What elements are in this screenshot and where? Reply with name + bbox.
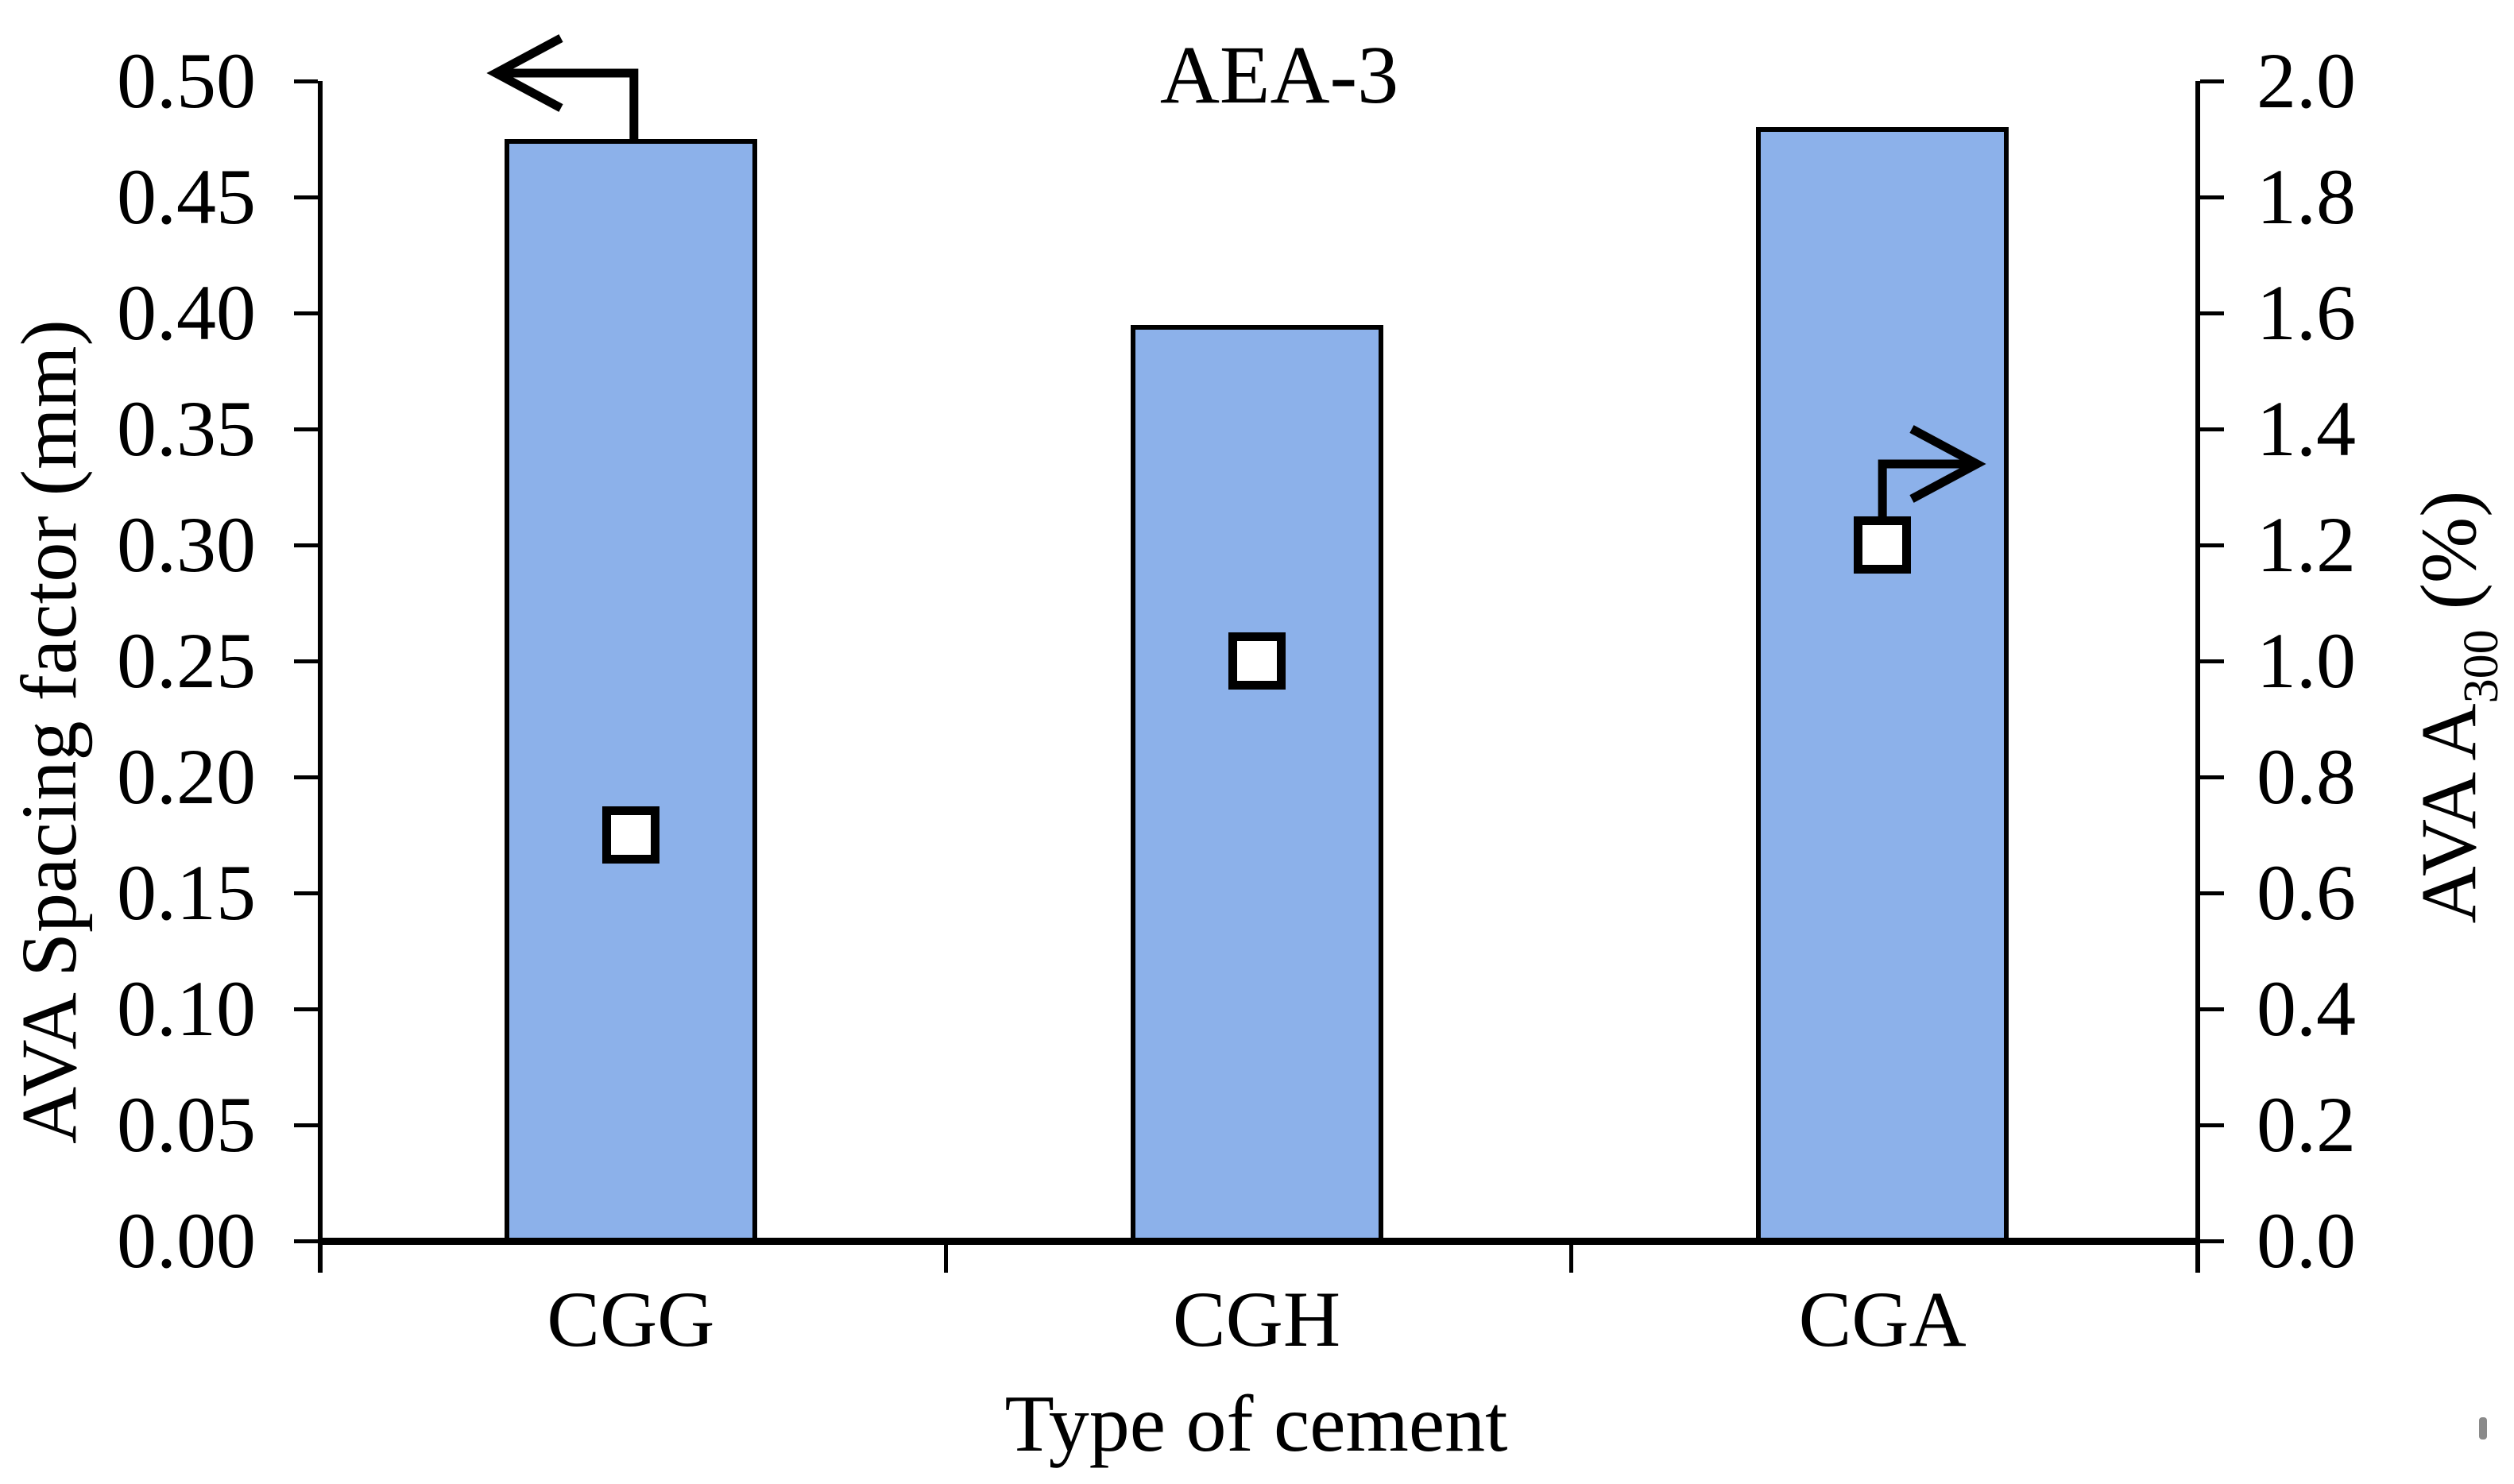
data-marker-cgg bbox=[601, 806, 659, 864]
stray-mark bbox=[2479, 1417, 2487, 1440]
left-axis-tick-label: 0.45 bbox=[117, 153, 256, 241]
right-axis-tick bbox=[2200, 311, 2224, 315]
left-axis-tick bbox=[294, 311, 318, 315]
left-axis-tick bbox=[294, 659, 318, 663]
category-label-cgg: CGG bbox=[547, 1275, 715, 1363]
right-axis-tick bbox=[2200, 659, 2224, 663]
category-label-cga: CGA bbox=[1798, 1275, 1967, 1363]
left-axis-tick bbox=[294, 79, 318, 83]
left-axis-tick-label: 0.25 bbox=[117, 616, 256, 705]
right-axis-tick-label: 1.4 bbox=[2257, 385, 2356, 473]
left-axis-tick bbox=[294, 543, 318, 547]
right-axis-tick-label: 0.2 bbox=[2257, 1080, 2356, 1169]
right-axis-tick bbox=[2200, 1239, 2224, 1243]
bar-cga bbox=[1756, 127, 2009, 1245]
left-axis-tick-label: 0.15 bbox=[117, 848, 256, 937]
chart-title: AEA-3 bbox=[1159, 29, 1399, 121]
right-axis-tick bbox=[2200, 775, 2224, 779]
left-axis-tick bbox=[294, 891, 318, 895]
left-axis-tick bbox=[294, 1007, 318, 1011]
data-marker-cga bbox=[1854, 516, 1912, 574]
right-axis-tick-label: 2.0 bbox=[2257, 37, 2356, 125]
left-axis-tick-label: 0.20 bbox=[117, 732, 256, 821]
right-axis-spine bbox=[2195, 81, 2200, 1273]
bar-cgh bbox=[1130, 324, 1383, 1245]
x-axis-line bbox=[318, 1237, 2200, 1245]
right-axis-tick-label: 1.2 bbox=[2257, 500, 2356, 589]
left-axis-tick bbox=[294, 195, 318, 199]
right-axis-tick-label: 1.0 bbox=[2257, 616, 2356, 705]
right-axis-tick bbox=[2200, 1123, 2224, 1127]
x-axis-tick bbox=[1569, 1241, 1574, 1273]
left-axis-tick bbox=[294, 1123, 318, 1127]
right-axis-tick bbox=[2200, 543, 2224, 547]
right-axis-tick bbox=[2200, 891, 2224, 895]
left-axis-tick-label: 0.10 bbox=[117, 964, 256, 1053]
left-axis-tick bbox=[294, 775, 318, 779]
left-axis-tick-label: 0.00 bbox=[117, 1196, 256, 1285]
right-axis-tick bbox=[2200, 79, 2224, 83]
right-axis-tick-label: 0.6 bbox=[2257, 848, 2356, 937]
x-axis-title: Type of cement bbox=[1004, 1379, 1508, 1469]
category-label-cgh: CGH bbox=[1172, 1275, 1341, 1363]
left-axis-tick-label: 0.50 bbox=[117, 37, 256, 125]
left-axis-tick-label: 0.30 bbox=[117, 500, 256, 589]
right-axis-tick bbox=[2200, 1007, 2224, 1011]
right-axis-tick bbox=[2200, 427, 2224, 431]
right-axis-tick-label: 0.4 bbox=[2257, 964, 2356, 1053]
data-marker-cgh bbox=[1228, 632, 1286, 690]
x-axis-tick bbox=[318, 1241, 322, 1273]
left-axis-tick-label: 0.35 bbox=[117, 385, 256, 473]
left-axis-spine bbox=[318, 81, 323, 1273]
bar-cgg bbox=[504, 139, 757, 1245]
right-axis-tick-label: 1.8 bbox=[2257, 153, 2356, 241]
left-axis-tick bbox=[294, 1239, 318, 1243]
right-axis-tick-label: 1.6 bbox=[2257, 269, 2356, 357]
x-axis-tick bbox=[2195, 1241, 2199, 1273]
right-axis-tick-label: 0.8 bbox=[2257, 732, 2356, 821]
left-axis-tick-label: 0.40 bbox=[117, 269, 256, 357]
left-axis-tick bbox=[294, 427, 318, 431]
right-axis-tick bbox=[2200, 195, 2224, 199]
left-axis-tick-label: 0.05 bbox=[117, 1080, 256, 1169]
right-axis-tick-label: 0.0 bbox=[2257, 1196, 2356, 1285]
x-axis-tick bbox=[943, 1241, 948, 1273]
